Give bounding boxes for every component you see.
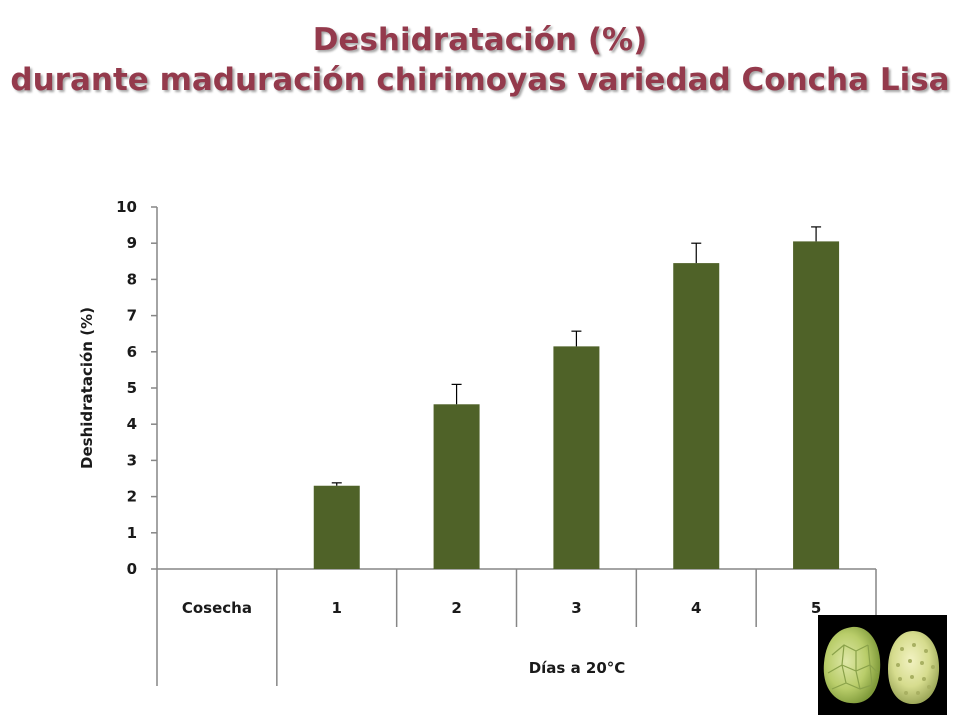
x-category-label: 1 (332, 599, 342, 617)
chart-bars (313, 241, 840, 569)
x-category-label: Cosecha (182, 599, 252, 617)
bar (433, 404, 480, 569)
y-tick-label: 7 (127, 307, 137, 325)
y-tick-label: 2 (127, 488, 137, 506)
x-axis-categories: Cosecha 1 2 3 4 5 (182, 599, 821, 617)
y-axis-ticks: 0 1 2 3 4 5 6 7 8 9 10 (116, 198, 157, 578)
title-line-1: Deshidratación (%) (312, 22, 648, 58)
x-category-label: 2 (451, 599, 461, 617)
title-line-2: durante maduración chirimoyas variedad C… (10, 62, 950, 98)
x-category-label: 4 (691, 599, 701, 617)
error-bars (331, 226, 822, 486)
x-axis-title: Días a 20°C (529, 659, 626, 677)
chart-axes (156, 207, 877, 686)
y-tick-label: 10 (116, 198, 137, 216)
bar (673, 263, 720, 569)
y-tick-label: 9 (127, 234, 137, 252)
x-category-label: 5 (811, 599, 821, 617)
y-tick-label: 0 (127, 560, 137, 578)
bar (553, 346, 600, 569)
y-tick-label: 6 (127, 343, 137, 361)
y-tick-label: 3 (127, 451, 137, 469)
chirimoya-fruits-image (818, 615, 947, 715)
slide-title: Deshidratación (%) durante maduración ch… (0, 20, 960, 100)
y-tick-label: 5 (127, 379, 137, 397)
y-tick-label: 1 (127, 524, 137, 542)
bar (793, 241, 840, 569)
y-tick-label: 8 (127, 270, 137, 288)
x-category-label: 3 (571, 599, 581, 617)
y-tick-label: 4 (127, 415, 137, 433)
y-axis-title: Deshidratación (%) (78, 307, 96, 469)
bar (313, 485, 360, 569)
